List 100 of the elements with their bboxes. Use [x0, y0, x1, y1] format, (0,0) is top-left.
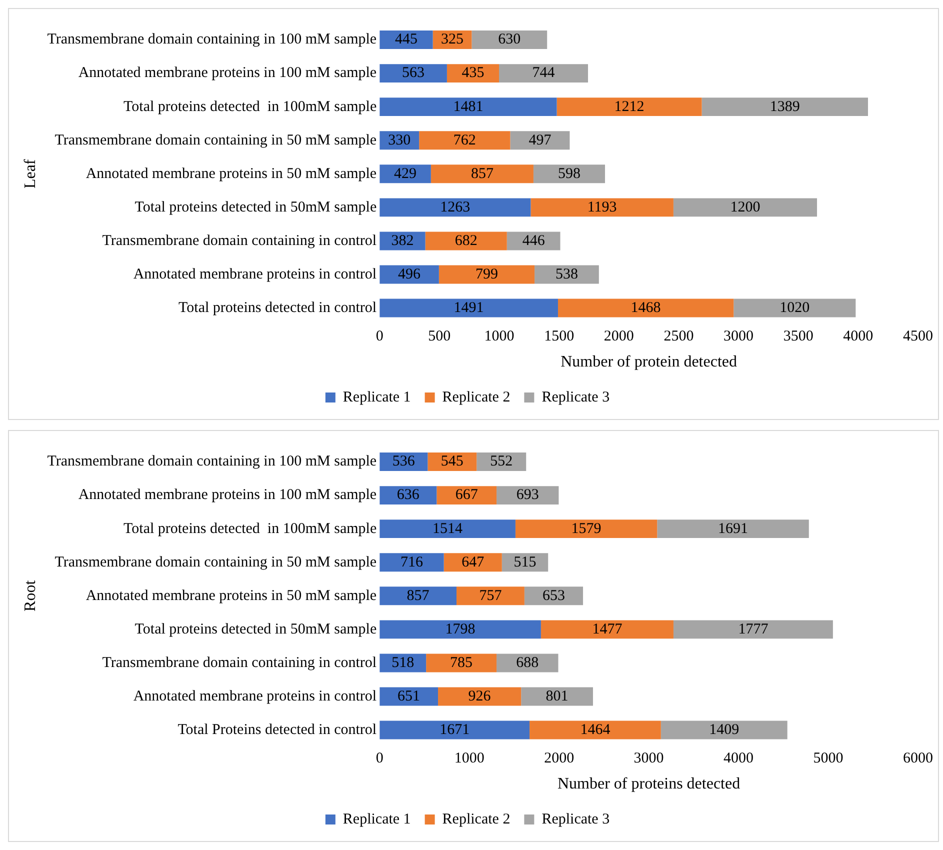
y-tick-label: Annotated membrane proteins in 100 mM sample [78, 487, 377, 504]
legend-label: Replicate 1 [342, 811, 411, 828]
data-label: 563 [402, 65, 425, 82]
data-label: 1798 [445, 621, 476, 638]
data-label: 647 [462, 554, 485, 570]
data-label: 518 [392, 654, 414, 671]
bar [496, 486, 559, 505]
data-label: 435 [462, 65, 484, 82]
data-label: 552 [490, 454, 513, 470]
data-label: 653 [542, 588, 565, 604]
legend-label: Replicate 1 [342, 389, 411, 406]
bar [506, 232, 560, 250]
data-label: 1200 [730, 199, 760, 216]
data-label: 630 [498, 32, 521, 48]
data-label: 857 [470, 166, 494, 182]
bar [530, 720, 661, 740]
x-tick-label: 4000 [843, 328, 874, 345]
y-tick-label: Transmembrane domain containing in 50 mM sample [54, 554, 377, 570]
data-label: 1477 [592, 621, 623, 638]
data-label: 1579 [571, 520, 602, 537]
data-label: 799 [475, 266, 498, 282]
bar [521, 687, 593, 706]
y-tick-label: Annotated membrane proteins in 50 mM sample [86, 588, 377, 604]
data-label: 598 [558, 166, 580, 182]
bar [734, 298, 856, 318]
bar [502, 553, 548, 572]
bar [673, 620, 833, 639]
x-tick-label: 4500 [903, 328, 933, 345]
data-label: 330 [388, 132, 411, 148]
x-tick-label: 1000 [454, 750, 484, 767]
data-label: 1020 [780, 300, 810, 316]
data-label: 1514 [432, 520, 464, 537]
y-tick-label: Total proteins detected in 100mM sample [124, 520, 377, 537]
data-label: 1491 [454, 300, 484, 316]
data-label: 1691 [718, 520, 748, 537]
data-label: 716 [400, 554, 424, 570]
bar [499, 64, 588, 83]
legend-label: Replicate 3 [542, 389, 610, 406]
data-label: 497 [528, 132, 552, 148]
y-tick-label: Total Proteins detected in control [178, 722, 377, 738]
bar [446, 64, 500, 83]
bar [425, 232, 507, 250]
x-tick-label: 2000 [604, 328, 634, 345]
y-axis-title: Leaf [22, 158, 39, 189]
x-tick-label: 3000 [724, 328, 754, 345]
bar [380, 298, 558, 318]
y-tick-label: Transmembrane domain containing in control [102, 232, 377, 249]
bar [380, 198, 531, 217]
data-label: 538 [555, 266, 578, 282]
bar [380, 553, 444, 572]
bar [428, 452, 477, 471]
x-tick-label: 5000 [813, 750, 844, 767]
data-label: 744 [532, 65, 556, 82]
bar [558, 298, 734, 318]
bar [657, 520, 809, 538]
bar [472, 30, 548, 49]
data-label: 651 [398, 688, 420, 704]
legend-label: Replicate 2 [442, 811, 510, 828]
x-axis-title: Number of proteins detected [557, 776, 740, 793]
data-label: 536 [392, 454, 416, 470]
y-tick-label: Total proteins detected in 50mM sample [134, 199, 377, 216]
y-axis-title: Root [22, 580, 39, 612]
bar [419, 131, 510, 150]
bar [515, 520, 658, 538]
x-tick-label: 6000 [903, 750, 933, 767]
data-label: 496 [398, 266, 422, 282]
data-label: 1777 [738, 621, 769, 638]
x-axis-title: Number of protein detected [560, 354, 737, 371]
data-label: 926 [468, 688, 492, 704]
x-tick-label: 2000 [544, 750, 574, 767]
data-label: 688 [516, 654, 539, 671]
bar [380, 520, 516, 538]
x-tick-label: 1000 [484, 328, 514, 345]
y-tick-label: Annotated membrane proteins in control [133, 266, 377, 282]
legend-label: Replicate 3 [542, 811, 610, 828]
data-label: 785 [450, 654, 473, 671]
y-tick-label: Total proteins detected in control [178, 300, 377, 316]
y-tick-label: Annotated membrane proteins in 100 mM sample [78, 65, 377, 82]
bar [660, 720, 788, 740]
y-tick-label: Annotated membrane proteins in control [133, 688, 377, 704]
x-tick-label: 4000 [724, 750, 754, 767]
x-tick-label: 0 [376, 328, 384, 345]
bar [702, 98, 868, 116]
legend-label: Replicate 2 [442, 389, 510, 406]
y-tick-label: Transmembrane domain containing in 100 mM sample [47, 32, 377, 48]
bar [380, 720, 530, 740]
data-label: 1481 [453, 98, 484, 115]
x-tick-label: 1500 [544, 328, 574, 345]
bar [426, 654, 497, 672]
bar [430, 164, 534, 184]
data-label: 1193 [587, 199, 617, 216]
data-label: 446 [522, 232, 546, 249]
data-label: 1468 [630, 300, 661, 316]
x-tick-label: 3500 [783, 328, 814, 345]
bar [540, 620, 674, 639]
bar [444, 553, 502, 572]
bar [436, 486, 497, 505]
x-tick-label: 500 [428, 328, 451, 345]
bar [510, 131, 570, 150]
bar [438, 265, 535, 284]
